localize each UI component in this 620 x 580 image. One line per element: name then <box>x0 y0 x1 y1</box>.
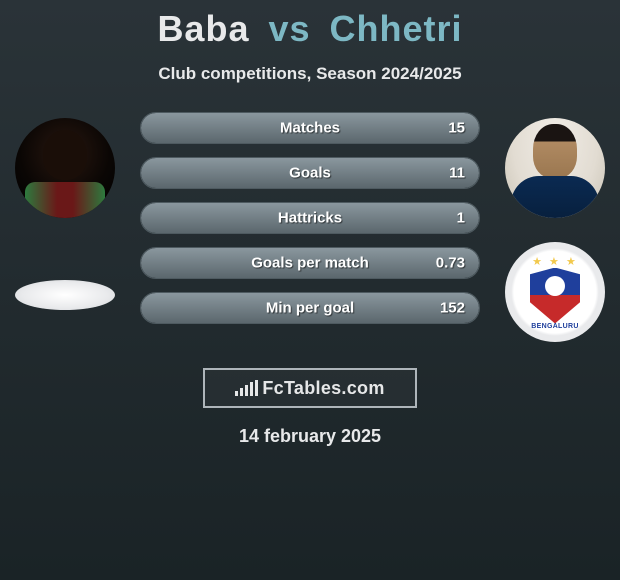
page-title: Baba vs Chhetri <box>157 8 462 50</box>
player2-club-badge: ★ ★ ★ BENGALURU <box>505 242 605 342</box>
player2-avatar <box>505 118 605 218</box>
subtitle: Club competitions, Season 2024/2025 <box>158 64 461 84</box>
stat-bar: Matches 15 <box>140 112 480 144</box>
title-player1: Baba <box>157 8 249 49</box>
main-area: Matches 15 Goals 11 Hattricks 1 Goals per matc… <box>0 112 620 342</box>
brand-text: FcTables.com <box>262 378 384 399</box>
left-column <box>10 112 120 342</box>
stat-label: Matches <box>280 120 340 137</box>
stat-bar: Goals per match 0.73 <box>140 247 480 279</box>
brand-box[interactable]: FcTables.com <box>203 368 417 408</box>
stat-label: Min per goal <box>266 300 354 317</box>
stat-bar: Min per goal 152 <box>140 292 480 324</box>
player1-club-badge <box>15 280 115 310</box>
stat-right-value: 15 <box>448 120 465 137</box>
stat-label: Goals per match <box>251 255 369 272</box>
stat-bar: Goals 11 <box>140 157 480 189</box>
club-shield-icon <box>530 268 580 324</box>
title-vs: vs <box>268 8 310 49</box>
bars-icon <box>235 380 258 396</box>
stat-label: Goals <box>289 165 331 182</box>
stat-label: Hattricks <box>278 210 342 227</box>
root: Baba vs Chhetri Club competitions, Seaso… <box>0 0 620 447</box>
club-stars-icon: ★ ★ ★ <box>532 255 578 268</box>
player2-club-label: BENGALURU <box>531 323 578 330</box>
stats-column: Matches 15 Goals 11 Hattricks 1 Goals per matc… <box>140 112 480 342</box>
stat-right-value: 0.73 <box>436 255 465 272</box>
player1-avatar <box>15 118 115 218</box>
title-player2: Chhetri <box>330 8 463 49</box>
date-text: 14 february 2025 <box>239 426 381 447</box>
stat-right-value: 152 <box>440 300 465 317</box>
right-column: ★ ★ ★ BENGALURU <box>500 112 610 342</box>
stat-right-value: 11 <box>449 165 465 182</box>
stat-right-value: 1 <box>457 210 465 227</box>
stat-bar: Hattricks 1 <box>140 202 480 234</box>
